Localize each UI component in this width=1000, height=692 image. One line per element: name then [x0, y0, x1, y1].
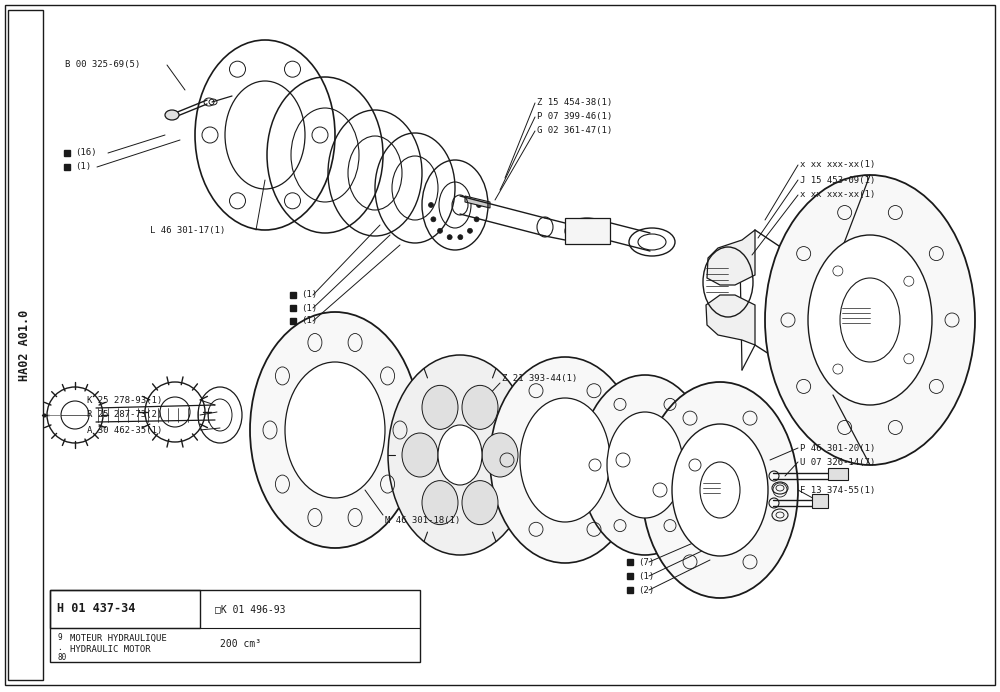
- Text: (1): (1): [301, 316, 317, 325]
- Text: 9: 9: [57, 633, 62, 642]
- Ellipse shape: [388, 355, 532, 555]
- Circle shape: [438, 228, 443, 233]
- Circle shape: [458, 235, 463, 239]
- Ellipse shape: [422, 481, 458, 525]
- Circle shape: [431, 217, 436, 222]
- Ellipse shape: [490, 357, 640, 563]
- Ellipse shape: [402, 433, 438, 477]
- Bar: [565, 218, 610, 244]
- Text: (1): (1): [301, 291, 317, 300]
- Text: (2): (2): [638, 585, 654, 594]
- Text: (1): (1): [75, 163, 91, 172]
- Text: P 46 301-20(1): P 46 301-20(1): [800, 444, 875, 453]
- Bar: [8, 10, 43, 680]
- Text: R 25 287-73(2): R 25 287-73(2): [87, 410, 162, 419]
- Text: P 07 399-46(1): P 07 399-46(1): [537, 113, 612, 122]
- Ellipse shape: [462, 385, 498, 429]
- Text: Z 21 393-44(1): Z 21 393-44(1): [502, 374, 577, 383]
- Ellipse shape: [580, 375, 710, 555]
- Text: x xx xxx-xx(1): x xx xxx-xx(1): [800, 190, 875, 199]
- Text: B 00 325-69(5): B 00 325-69(5): [65, 60, 140, 69]
- Ellipse shape: [672, 424, 768, 556]
- Text: U 07 326-14(7): U 07 326-14(7): [800, 457, 875, 466]
- Ellipse shape: [482, 433, 518, 477]
- Ellipse shape: [285, 362, 385, 498]
- Circle shape: [474, 217, 479, 222]
- Text: J 15 453-09(1): J 15 453-09(1): [800, 176, 875, 185]
- Bar: [828, 468, 848, 480]
- Bar: [812, 494, 828, 508]
- Text: K 25 278-93(1): K 25 278-93(1): [87, 396, 162, 405]
- Text: HYDRAULIC MOTOR: HYDRAULIC MOTOR: [70, 646, 151, 655]
- Text: A 30 462-35(1): A 30 462-35(1): [87, 426, 162, 435]
- Circle shape: [428, 203, 434, 208]
- Text: M 46 301-18(1): M 46 301-18(1): [385, 516, 460, 525]
- Ellipse shape: [765, 175, 975, 465]
- Text: (1): (1): [301, 304, 317, 313]
- Ellipse shape: [250, 312, 420, 548]
- Text: □K 01 496-93: □K 01 496-93: [215, 604, 286, 614]
- Circle shape: [447, 235, 452, 239]
- Text: (1): (1): [638, 572, 654, 581]
- Ellipse shape: [165, 110, 179, 120]
- Polygon shape: [707, 230, 755, 285]
- Ellipse shape: [808, 235, 932, 405]
- Bar: [50, 590, 200, 628]
- Text: H 01 437-34: H 01 437-34: [57, 603, 135, 615]
- Ellipse shape: [438, 425, 482, 485]
- Ellipse shape: [520, 398, 610, 522]
- Circle shape: [467, 228, 472, 233]
- Text: Z 15 454-38(1): Z 15 454-38(1): [537, 98, 612, 107]
- Polygon shape: [465, 196, 490, 208]
- Ellipse shape: [422, 385, 458, 429]
- Text: x xx xxx-xx(1): x xx xxx-xx(1): [800, 161, 875, 170]
- Text: F 13 374-55(1): F 13 374-55(1): [800, 486, 875, 495]
- Text: MOTEUR HYDRAULIQUE: MOTEUR HYDRAULIQUE: [70, 633, 167, 642]
- Text: .: .: [57, 644, 62, 653]
- Text: 80: 80: [57, 653, 66, 662]
- Ellipse shape: [642, 382, 798, 598]
- Text: (7): (7): [638, 558, 654, 567]
- Bar: [50, 590, 420, 662]
- Text: (16): (16): [75, 149, 96, 158]
- Text: L 46 301-17(1): L 46 301-17(1): [150, 226, 225, 235]
- Text: G 02 361-47(1): G 02 361-47(1): [537, 127, 612, 136]
- Polygon shape: [706, 295, 755, 345]
- Ellipse shape: [462, 481, 498, 525]
- Ellipse shape: [607, 412, 683, 518]
- Circle shape: [477, 203, 482, 208]
- Text: HA02 A01.0: HA02 A01.0: [18, 309, 32, 381]
- Text: 200 cm³: 200 cm³: [220, 639, 261, 649]
